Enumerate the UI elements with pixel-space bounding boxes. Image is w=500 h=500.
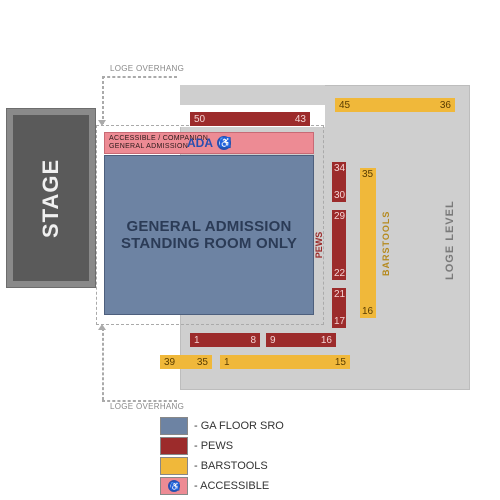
legend-swatch-barstools [160, 457, 188, 475]
pews-right-c[interactable]: 21 17 [332, 288, 346, 328]
ga-line1: GENERAL ADMISSION [126, 218, 291, 235]
seat-num: 15 [335, 357, 346, 368]
pews-right-b[interactable]: 29 22 PEWS [332, 210, 346, 280]
legend-swatch-pews [160, 437, 188, 455]
seat-num: 16 [362, 306, 373, 317]
seat-num: 29 [334, 211, 345, 222]
barstools-right[interactable]: 35 16 BARSTOOLS [360, 168, 376, 318]
legend-label: - PEWS [194, 440, 233, 452]
ada-section[interactable]: ACCESSIBLE / COMPANION GENERAL ADMISSION… [104, 132, 314, 154]
seat-num: 36 [440, 100, 451, 111]
seat-num: 17 [334, 316, 345, 327]
legend-label: - GA FLOOR SRO [194, 420, 284, 432]
arrow-down-icon [98, 120, 106, 126]
barstools-bottom-b[interactable]: 1 15 [220, 355, 350, 369]
seat-num: 43 [295, 114, 306, 125]
pews-vert-label: PEWS [314, 232, 324, 259]
seat-num: 30 [334, 190, 345, 201]
legend-swatch-accessible: ♿ [160, 477, 188, 495]
stage: STAGE [6, 108, 96, 288]
stage-label: STAGE [7, 109, 95, 287]
ga-line2: STANDING ROOM ONLY [121, 235, 297, 252]
seat-num: 39 [164, 357, 175, 368]
barstools-vert-label: BARSTOOLS [379, 168, 393, 318]
seat-num: 22 [334, 268, 345, 279]
seat-num: 9 [270, 335, 276, 346]
ada-label: ADA [187, 136, 213, 150]
barstools-top[interactable]: 45 36 [335, 98, 455, 112]
ga-floor[interactable]: GENERAL ADMISSION STANDING ROOM ONLY [104, 155, 314, 315]
legend-swatch-ga [160, 417, 188, 435]
overhang-bottom-label: LOGE OVERHANG [110, 402, 184, 411]
seat-num: 1 [194, 335, 200, 346]
seat-num: 1 [224, 357, 230, 368]
pews-top[interactable]: 50 43 [190, 112, 310, 126]
overhang-top-label: LOGE OVERHANG [110, 64, 184, 73]
seat-num: 8 [250, 335, 256, 346]
seat-num: 16 [321, 335, 332, 346]
loge-level-label: LOGE LEVEL [440, 170, 460, 310]
overhang-bottom-line [102, 328, 104, 400]
legend-barstools: - BARSTOOLS [160, 457, 284, 475]
pews-bottom-a[interactable]: 1 8 [190, 333, 260, 347]
legend-pews: - PEWS [160, 437, 284, 455]
seat-num: 35 [362, 169, 373, 180]
overhang-bottom-hline [102, 400, 177, 402]
loge-cutout2 [180, 85, 325, 105]
seat-num: 21 [334, 289, 345, 300]
barstools-bottom-a[interactable]: 39 35 [160, 355, 212, 369]
legend-label: - BARSTOOLS [194, 460, 268, 472]
legend: - GA FLOOR SRO - PEWS - BARSTOOLS ♿ - AC… [160, 415, 284, 497]
pews-bottom-b[interactable]: 9 16 [266, 333, 336, 347]
legend-ga: - GA FLOOR SRO [160, 417, 284, 435]
seat-num: 34 [334, 163, 345, 174]
seat-num: 35 [197, 357, 208, 368]
arrow-up-icon [98, 324, 106, 330]
seat-num: 45 [339, 100, 350, 111]
seating-chart: STAGE ACCESSIBLE / COMPANION GENERAL ADM… [0, 0, 500, 500]
pews-right-a[interactable]: 34 30 [332, 162, 346, 202]
wheelchair-icon: ♿ [217, 136, 231, 150]
legend-accessible: ♿ - ACCESSIBLE [160, 477, 284, 495]
seat-num: 50 [194, 114, 205, 125]
wheelchair-icon: ♿ [168, 480, 180, 492]
legend-label: - ACCESSIBLE [194, 480, 269, 492]
overhang-top-hline [102, 76, 177, 78]
overhang-top-line [102, 76, 104, 124]
